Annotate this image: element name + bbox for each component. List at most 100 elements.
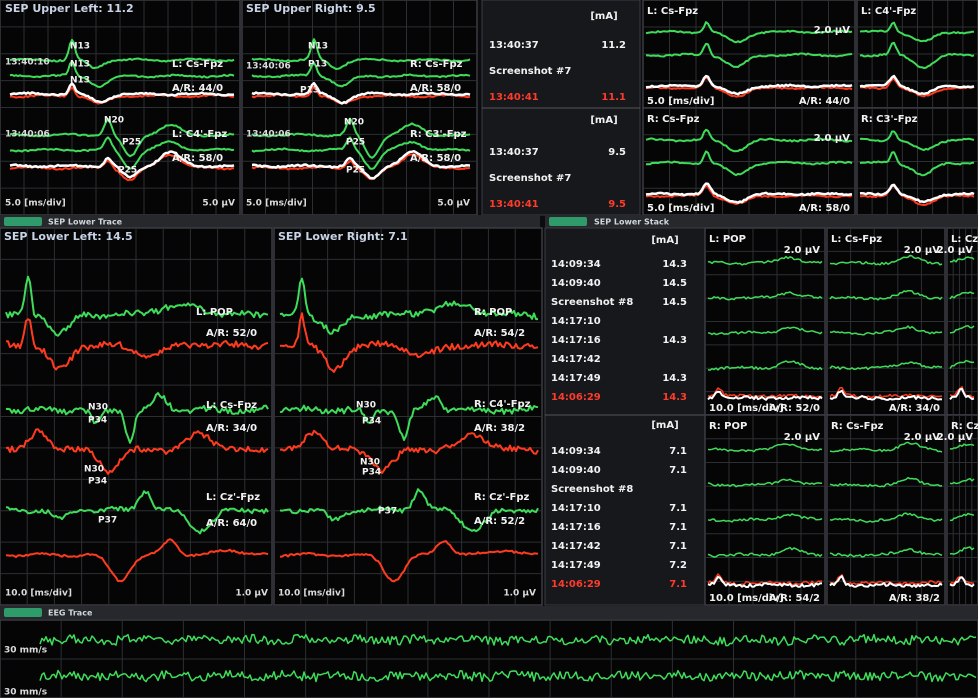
waveform <box>5 392 269 444</box>
waveform <box>859 41 975 69</box>
waveform <box>829 575 943 588</box>
row-value: 7.1 <box>669 503 687 514</box>
row-label: 14:09:34 <box>551 446 601 457</box>
artifact-ratio: A/R: 52/2 <box>474 516 525 527</box>
waveform <box>950 256 975 263</box>
tab-chip <box>549 217 587 226</box>
channel-label: L: Cs-Fpz <box>647 6 698 17</box>
artifact-ratio: A/R: 38/2 <box>889 593 940 604</box>
gain: 2.0 µV <box>814 25 851 36</box>
row-label: 13:40:37 <box>489 40 539 51</box>
row-label: Screenshot #7 <box>489 173 571 184</box>
timestamp: 13:40:06 <box>5 130 50 140</box>
row-label: 14:17:42 <box>551 354 601 365</box>
row-value: 11.2 <box>601 40 626 51</box>
row-label: 14:09:40 <box>551 465 601 476</box>
waveform <box>829 289 943 301</box>
channel-label: R: Cz' <box>951 421 978 432</box>
artifact-ratio: A/R: 38/2 <box>474 423 525 434</box>
waveform <box>39 669 977 683</box>
waveform <box>859 183 975 204</box>
artifact-ratio: A/R: 44/0 <box>799 96 850 107</box>
row-value: 7.1 <box>669 579 687 590</box>
table-panel <box>544 227 706 606</box>
time-base: 5.0 [ms/div] <box>5 199 66 209</box>
row-label: 14:17:49 <box>551 560 601 571</box>
waveform <box>5 318 269 371</box>
tab-chip <box>4 608 42 617</box>
peak-label: N20 <box>344 118 364 128</box>
row-value: 14.3 <box>662 373 687 384</box>
tab-bar <box>545 215 978 228</box>
time-base: 10.0 [ms/div] <box>709 593 783 604</box>
waveform <box>950 546 975 555</box>
waveform <box>859 130 975 151</box>
peak-label: P13 <box>300 86 319 96</box>
panel-title: SEP Lower Left: 14.5 <box>4 230 133 243</box>
time-base: 5.0 [ms/div] <box>647 96 714 107</box>
row-label: 14:17:16 <box>551 335 601 346</box>
timestamp: 13:40:06 <box>246 62 291 72</box>
unit-header: [mA] <box>651 235 678 246</box>
waveform <box>645 42 853 68</box>
channel-label: R: Cs-Fpz <box>647 114 700 125</box>
gain: 2.0 µV <box>784 245 821 256</box>
waveform <box>279 277 538 335</box>
waveform <box>829 389 943 401</box>
row-value: 11.1 <box>601 92 626 103</box>
channel-label: L: Cs-Fpz <box>206 400 257 411</box>
waveform <box>859 21 975 43</box>
channel-label: L: C4'-Fpz <box>861 6 916 17</box>
row-label: 13:40:41 <box>489 199 539 210</box>
waveform <box>829 441 943 453</box>
row-label: 14:09:40 <box>551 278 601 289</box>
row-value: 9.5 <box>608 199 626 210</box>
waveform <box>949 576 975 588</box>
row-label: 14:06:29 <box>551 392 601 403</box>
unit-header: [mA] <box>590 11 617 22</box>
waveform <box>251 117 471 159</box>
peak-label: N13 <box>70 76 90 86</box>
time-base: 5.0 [ms/div] <box>647 203 714 214</box>
row-label: Screenshot #8 <box>551 484 633 495</box>
artifact-ratio: A/R: 54/2 <box>769 593 820 604</box>
peak-label: P25 <box>346 166 365 176</box>
time-base: 10.0 [ms/div] <box>278 589 345 599</box>
peak-label: P13 <box>308 60 327 70</box>
waveform <box>9 38 235 70</box>
peak-label: P34 <box>362 417 381 427</box>
waveform <box>859 151 974 177</box>
gain: 2.0 µV <box>904 432 941 443</box>
gain: 1.0 µV <box>235 589 268 599</box>
channel-label: L: Cz'-Fpz <box>206 492 260 503</box>
waveform <box>829 325 943 336</box>
waveform <box>251 62 471 88</box>
unit-header: [mA] <box>590 115 617 126</box>
tab-chip <box>4 217 42 226</box>
waveform <box>251 38 471 70</box>
row-label: 14:17:42 <box>551 541 601 552</box>
waveform <box>5 428 269 475</box>
channel-label: R: POP <box>474 307 512 318</box>
peak-label: P34 <box>88 416 107 426</box>
time-base: 10.0 [ms/div] <box>5 589 72 599</box>
waveform <box>251 81 471 105</box>
peak-label: N30 <box>84 465 104 475</box>
timestamp: 13:40:10 <box>5 58 50 68</box>
waveform <box>949 359 975 369</box>
waveform <box>707 390 823 401</box>
row-label: 14:17:10 <box>551 503 601 514</box>
gain: 2.0 µV <box>814 133 851 144</box>
waveform <box>949 512 975 522</box>
waveform <box>949 387 975 400</box>
artifact-ratio: A/R: 64/0 <box>206 518 257 529</box>
panel-title: SEP Upper Right: 9.5 <box>246 2 376 15</box>
artifact-ratio: A/R: 54/2 <box>474 328 525 339</box>
waveform <box>9 60 235 88</box>
waveform <box>645 182 853 204</box>
artifact-ratio: A/R: 58/0 <box>172 153 223 164</box>
row-value: 7.1 <box>669 522 687 533</box>
waveform <box>707 326 823 336</box>
